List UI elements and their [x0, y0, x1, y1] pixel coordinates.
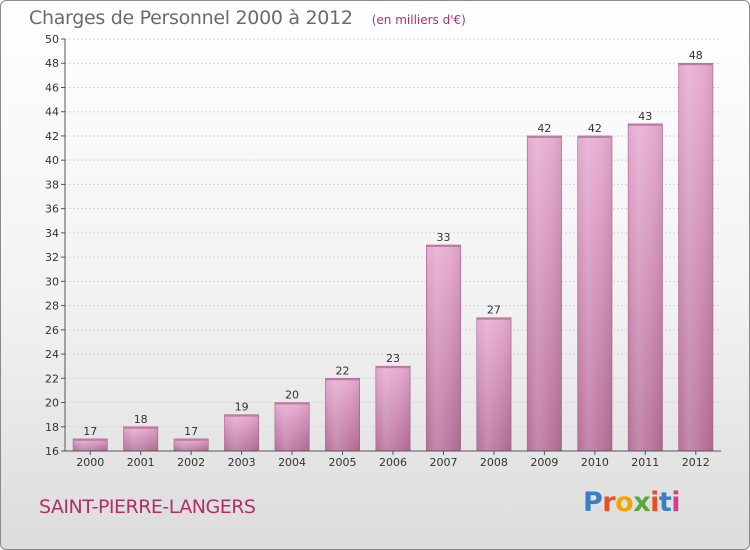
- bar-highlight: [123, 426, 158, 451]
- axes: [64, 39, 721, 452]
- value-label-2004: 20: [285, 389, 299, 402]
- bar-highlight: [173, 438, 209, 451]
- y-tick-label: 42: [45, 130, 59, 143]
- chart-subtitle: (en milliers d'€): [371, 13, 466, 27]
- value-label-2009: 42: [537, 122, 551, 135]
- bar-cap: [426, 245, 461, 247]
- y-tick-label: 40: [45, 154, 59, 167]
- place-name: SAINT-PIERRE-LANGERS: [39, 496, 256, 518]
- bar-highlight: [426, 245, 461, 451]
- y-tick-label: 18: [45, 421, 59, 434]
- y-tick-label: 16: [45, 445, 59, 458]
- bar-highlight: [527, 135, 562, 452]
- bar-highlight: [476, 317, 512, 451]
- logo-letter: r: [602, 487, 616, 518]
- logo-letter: o: [615, 487, 634, 518]
- y-tick-label: 32: [45, 251, 59, 264]
- x-tick-label-2005: 2005: [329, 456, 357, 469]
- bar-highlight: [678, 63, 713, 452]
- x-tick-label-2012: 2012: [682, 456, 710, 469]
- x-tick-label-2007: 2007: [429, 456, 457, 469]
- bar-cap: [476, 317, 512, 320]
- value-label-2011: 43: [638, 110, 652, 123]
- bar-highlight: [577, 135, 613, 452]
- value-label-2007: 33: [436, 231, 450, 244]
- x-tick-label-2003: 2003: [228, 456, 256, 469]
- value-label-2001: 18: [134, 413, 148, 426]
- bar-cap: [73, 438, 108, 441]
- value-label-2003: 19: [235, 401, 249, 414]
- bars: [72, 62, 714, 452]
- logo-letter: i: [650, 487, 659, 518]
- logo-letter: t: [658, 487, 672, 518]
- y-tick-label: 46: [45, 81, 59, 94]
- y-tick-label: 44: [45, 106, 59, 119]
- y-tick-label: 26: [45, 324, 59, 337]
- y-axis-ticks: 16 18 20 22 24 26 28 30 32 34 36 38 40 42 44 46 48 50: [45, 33, 65, 458]
- y-tick-label: 20: [45, 397, 59, 410]
- x-tick-label-2008: 2008: [480, 456, 508, 469]
- bar-highlight: [274, 402, 310, 451]
- x-tick-label-2000: 2000: [76, 456, 104, 469]
- y-tick-label: 24: [45, 348, 59, 361]
- y-tick-label: 50: [45, 33, 59, 46]
- value-label-2005: 22: [336, 364, 350, 377]
- logo-letter: i: [671, 487, 681, 518]
- value-label-2006: 23: [386, 352, 400, 365]
- y-tick-label: 30: [45, 275, 59, 288]
- bar-highlight: [325, 378, 360, 451]
- bar-cap: [274, 402, 310, 405]
- bar-cap: [173, 438, 209, 441]
- bar-highlight: [628, 123, 663, 451]
- y-tick-label: 34: [45, 227, 59, 240]
- x-tick-label-2002: 2002: [177, 456, 205, 469]
- y-tick-label: 48: [45, 57, 59, 70]
- value-label-2000: 17: [83, 425, 97, 438]
- value-label-2012: 48: [689, 49, 703, 62]
- value-label-2010: 42: [588, 122, 602, 135]
- value-label-2008: 27: [487, 304, 501, 317]
- logo-letter: x: [633, 487, 651, 518]
- x-tick-label-2006: 2006: [379, 456, 407, 469]
- bar-cap: [123, 426, 158, 429]
- chart-title: Charges de Personnel 2000 à 2012: [29, 7, 353, 29]
- logo-letter: P: [583, 487, 603, 518]
- x-tick-label-2011: 2011: [631, 456, 659, 469]
- proxiti-logo: Proxiti: [583, 487, 681, 518]
- y-tick-label: 28: [45, 300, 59, 313]
- bar-highlight: [73, 438, 108, 451]
- y-tick-label: 36: [45, 203, 59, 216]
- bar-cap: [577, 135, 613, 138]
- bar-cap: [224, 414, 259, 417]
- bar-cap: [628, 123, 663, 126]
- x-tick-label-2001: 2001: [127, 456, 155, 469]
- value-labels: 17 18 17 19 20 22 23 33 27 42 42 43 48: [83, 49, 703, 438]
- bar-cap: [678, 63, 713, 66]
- bar-cap: [375, 366, 411, 369]
- x-tick-label-2004: 2004: [278, 456, 306, 469]
- x-tick-label-2010: 2010: [581, 456, 609, 469]
- x-axis-ticks: 2000 2001 2002 2003 2004 2005 2006 2007 2008 2009…: [76, 451, 710, 469]
- bar-cap: [325, 378, 360, 381]
- value-label-2002: 17: [184, 425, 198, 438]
- title-row: Charges de Personnel 2000 à 2012 (en mil…: [29, 7, 466, 29]
- y-tick-label: 38: [45, 178, 59, 191]
- bar-highlight: [375, 366, 411, 451]
- bar-highlight: [224, 414, 259, 451]
- bar-cap: [527, 135, 562, 138]
- x-tick-label-2009: 2009: [530, 456, 558, 469]
- y-tick-label: 22: [45, 372, 59, 385]
